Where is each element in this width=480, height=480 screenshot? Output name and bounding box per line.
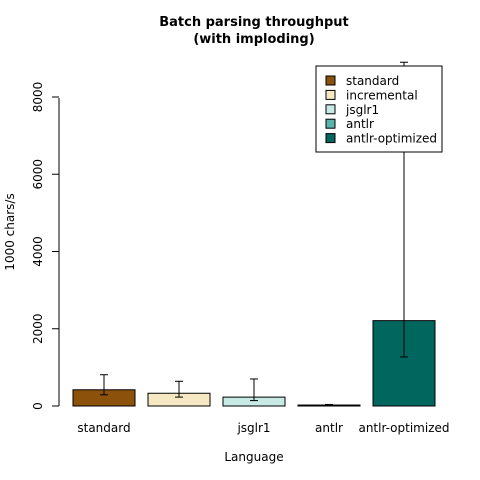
legend-label: incremental <box>346 88 418 102</box>
x-tick-label: antlr-optimized <box>358 421 449 435</box>
legend-swatch <box>325 104 336 115</box>
chart-title-line-1: Batch parsing throughput <box>159 15 349 30</box>
y-tick-label: 6000 <box>31 159 45 190</box>
y-tick-label: 8000 <box>31 82 45 113</box>
y-axis-label: 1000 chars/s <box>3 193 17 270</box>
x-tick-label: standard <box>77 421 130 435</box>
legend-swatch <box>325 75 336 86</box>
y-tick-label: 0 <box>31 402 45 410</box>
y-tick-label: 2000 <box>31 313 45 344</box>
legend: standardincrementaljsglr1antlrantlr-opti… <box>315 65 443 153</box>
x-tick-label: antlr <box>315 421 343 435</box>
y-axis-ticks: 0 2000 4000 6000 8000 <box>31 82 59 410</box>
legend-swatch <box>325 133 336 144</box>
legend-label: jsglr1 <box>345 103 379 117</box>
y-tick-label: 4000 <box>31 236 45 267</box>
x-axis-label: Language <box>224 450 283 464</box>
legend-swatch <box>325 89 336 100</box>
legend-label: standard <box>346 74 399 88</box>
legend-items: standardincrementaljsglr1antlrantlr-opti… <box>325 74 437 146</box>
chart-title-line-2: (with imploding) <box>193 32 314 47</box>
legend-swatch <box>325 118 336 129</box>
legend-label: antlr-optimized <box>346 132 437 146</box>
legend-box <box>315 65 443 153</box>
x-tick-labels: standard jsglr1 antlr antlr-optimized <box>77 421 449 435</box>
x-tick-label: jsglr1 <box>236 421 270 435</box>
legend-label: antlr <box>346 117 374 131</box>
